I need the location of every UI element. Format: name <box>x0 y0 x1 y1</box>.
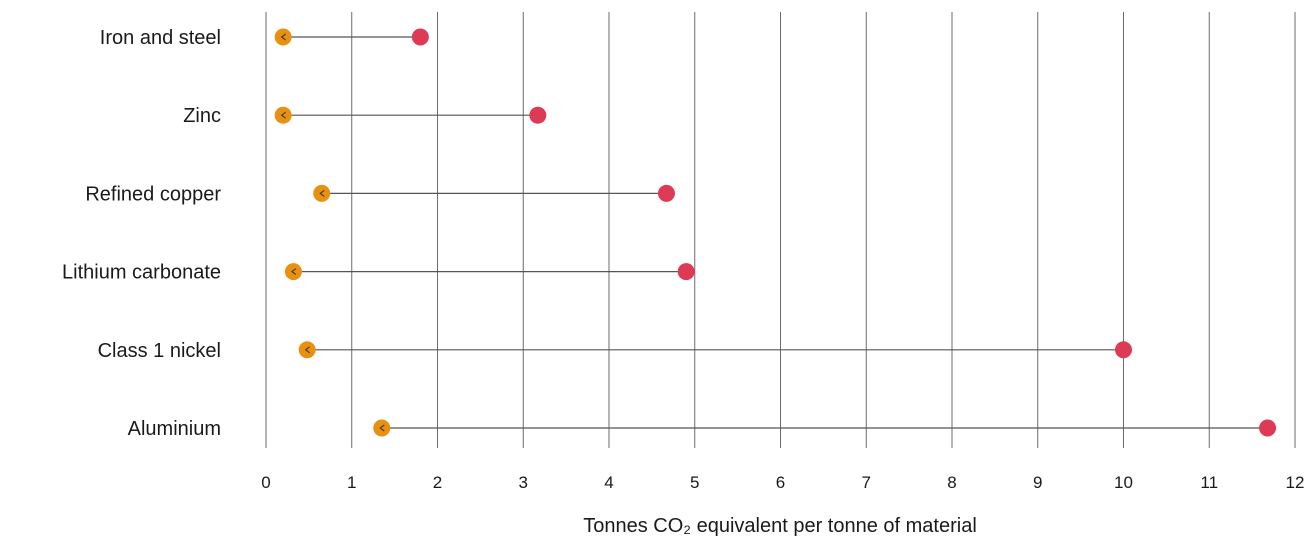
category-label: Refined copper <box>85 183 221 205</box>
x-axis-ticks: 0 1 2 3 4 5 6 7 8 9 10 11 12 <box>261 473 1304 492</box>
x-tick-label-10: 10 <box>1114 473 1133 492</box>
row-4: Class 1 nickel <box>98 340 1132 362</box>
x-tick-label-9: 9 <box>1033 473 1042 492</box>
x-tick-label-7: 7 <box>862 473 871 492</box>
row-3: Lithium carbonate <box>62 262 695 284</box>
high-value-dot <box>677 263 695 281</box>
low-value-dot <box>313 184 331 202</box>
arrow-head-icon <box>319 189 325 197</box>
x-tick-label-3: 3 <box>519 473 528 492</box>
row-1: Zinc <box>183 105 547 127</box>
low-value-dot <box>274 28 292 46</box>
row-2: Refined copper <box>85 183 675 205</box>
row-0: Iron and steel <box>100 27 429 49</box>
arrow-head-icon <box>280 33 286 41</box>
category-label: Zinc <box>183 105 221 127</box>
arrow-head-icon <box>291 268 297 276</box>
category-label: Iron and steel <box>100 27 221 49</box>
arrow-head-icon <box>280 111 286 119</box>
low-value-dot <box>274 106 292 124</box>
x-tick-label-4: 4 <box>604 473 613 492</box>
x-tick-label-11: 11 <box>1200 473 1218 492</box>
high-value-dot <box>529 106 547 124</box>
x-tick-label-2: 2 <box>433 473 442 492</box>
high-value-dot <box>657 184 675 202</box>
low-value-dot <box>284 263 302 281</box>
arrow-head-icon <box>304 346 310 354</box>
category-label: Lithium carbonate <box>62 262 221 284</box>
high-value-dot <box>411 28 429 46</box>
x-tick-label-5: 5 <box>690 473 699 492</box>
x-tick-label-8: 8 <box>947 473 956 492</box>
x-tick-label-6: 6 <box>776 473 785 492</box>
high-value-dot <box>1115 341 1132 359</box>
low-value-dot <box>373 419 391 437</box>
row-5: Aluminium <box>128 418 1277 440</box>
category-label: Class 1 nickel <box>98 340 221 362</box>
high-value-dot <box>1259 419 1277 437</box>
x-tick-label-0: 0 <box>261 473 270 492</box>
low-value-dot <box>298 341 316 359</box>
chart-rows: Iron and steel Zinc Refined copper Lithium … <box>62 27 1277 440</box>
x-tick-label-12: 12 <box>1286 473 1305 492</box>
arrow-head-icon <box>379 424 385 432</box>
category-label: Aluminium <box>128 418 221 440</box>
gridlines <box>265 12 1296 448</box>
x-tick-label-1: 1 <box>347 473 356 492</box>
x-axis-title: Tonnes CO₂ equivalent per tonne of mater… <box>583 515 977 537</box>
